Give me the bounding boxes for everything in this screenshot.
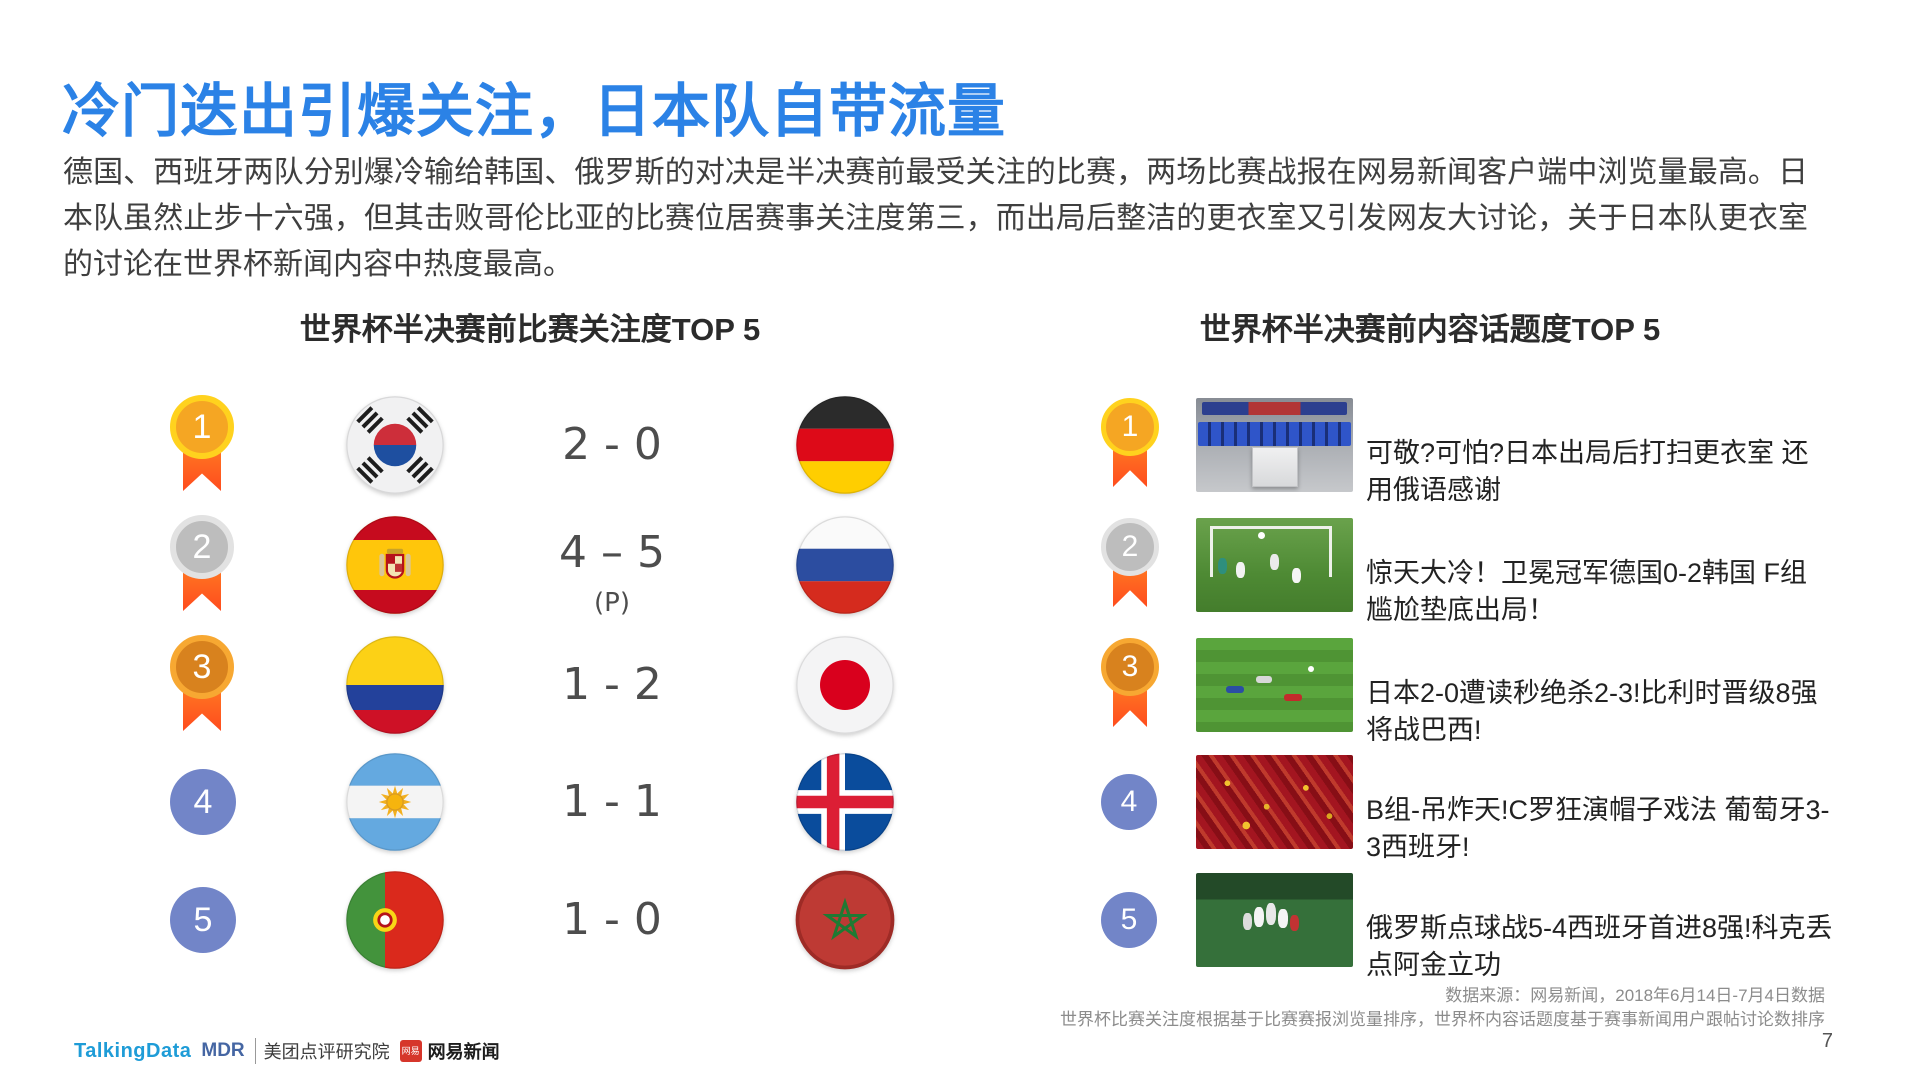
netease-news-logo: 网易新闻: [427, 1042, 500, 1062]
rank-number: 2: [1101, 518, 1159, 576]
netease-badge-icon: 网易: [399, 1040, 422, 1062]
rank-3-medal-icon: 3: [170, 635, 234, 731]
news-thumbnail-locker-room: [1196, 398, 1353, 492]
page-title: 冷门迭出引爆关注，日本队自带流量: [62, 79, 1007, 144]
news-headline: B组-吊炸天!C罗狂演帽子戏法 葡萄牙3-3西班牙!: [1366, 795, 1830, 862]
news-row-5: 5 俄罗斯点球战5-4西班牙首进8强!科克丢点阿金立功: [0, 860, 1921, 980]
news-thumbnail-fans-crowd: [1196, 755, 1353, 849]
match-score: 2 - 0: [562, 419, 662, 470]
rank-1-medal-icon: 1: [1101, 398, 1159, 487]
match-score: 1 - 0: [562, 894, 662, 945]
page-number: 7: [1821, 1030, 1833, 1052]
flag-iceland-icon: [795, 752, 895, 852]
match-row-5: 5 1 - 0: [0, 860, 1921, 980]
rank-number: 1: [1101, 398, 1159, 456]
data-source-line-1: 数据来源：网易新闻，2018年6月14日-7月4日数据: [1445, 986, 1825, 1005]
news-headline: 可敬?可怕?日本出局后打扫更衣室 还用俄语感谢: [1366, 438, 1809, 505]
match-score: 1 - 1: [562, 776, 662, 827]
rank-number: 5: [170, 887, 236, 953]
rank-number: 4: [170, 769, 236, 835]
flag-spain-icon: [345, 515, 445, 615]
flag-colombia-icon: [345, 635, 445, 735]
news-headline: 日本2-0遭读秒绝杀2-3!比利时晋级8强将战巴西!: [1366, 678, 1818, 745]
left-panel-title: 世界杯半决赛前比赛关注度TOP 5: [299, 312, 761, 347]
news-thumbnail-goal-scene: [1196, 518, 1353, 612]
flag-russia-icon: [795, 515, 895, 615]
rank-number: 5: [1101, 892, 1157, 948]
rank-4-badge: 4: [1101, 774, 1159, 830]
data-source-note: 数据来源：网易新闻，2018年6月14日-7月4日数据 世界杯比赛关注度根据基于…: [1060, 984, 1825, 1032]
flag-portugal-icon: [345, 870, 445, 970]
news-headline: 惊天大冷！卫冕冠军德国0-2韩国 F组尴尬垫底出局！: [1366, 558, 1808, 625]
match-row-4: 4 1 - 1: [0, 742, 1921, 862]
match-score: 1 - 2: [562, 659, 662, 710]
rank-number: 2: [170, 515, 234, 579]
rank-5-badge: 5: [170, 887, 236, 953]
penalty-note: (P): [594, 588, 630, 618]
match-row-3: 3 1 - 2: [0, 625, 1921, 745]
news-row-2: 2 惊天大冷！卫冕冠军德国0-2韩国 F组尴尬垫底出局！: [0, 505, 1921, 625]
news-thumbnail-players-on-pitch: [1196, 638, 1353, 732]
flag-japan-icon: [795, 635, 895, 735]
data-source-line-2: 世界杯比赛关注度根据基于比赛赛报浏览量排序，世界杯内容话题度基于赛事新闻用户跟帖…: [1060, 1010, 1825, 1029]
match-row-2: 2 4 – 5 (P): [0, 505, 1921, 625]
flag-morocco-icon: [795, 870, 895, 970]
news-headline: 俄罗斯点球战5-4西班牙首进8强!科克丢点阿金立功: [1366, 913, 1833, 980]
meituan-dianping-institute-logo: 美团点评研究院: [254, 1038, 390, 1064]
news-row-3: 3 日本2-0遭读秒绝杀2-3!比利时晋级8强将战巴西!: [0, 625, 1921, 745]
news-row-4: 4 B组-吊炸天!C罗狂演帽子戏法 葡萄牙3-3西班牙!: [0, 742, 1921, 862]
match-score: 4 – 5 (P): [492, 527, 732, 618]
rank-number: 3: [1101, 638, 1159, 696]
right-panel-title: 世界杯半决赛前内容话题度TOP 5: [1199, 312, 1661, 347]
rank-number: 3: [170, 635, 234, 699]
rank-4-badge: 4: [170, 769, 236, 835]
news-row-1: 1 可敬?可怕?日本出局后打扫更衣室 还用俄语感谢: [0, 385, 1921, 505]
match-row-1: 1 2 - 0: [0, 385, 1921, 505]
rank-number: 1: [170, 395, 234, 459]
rank-number: 4: [1101, 774, 1157, 830]
rank-1-medal-icon: 1: [170, 395, 234, 491]
rank-5-badge: 5: [1101, 892, 1159, 948]
flag-south-korea-icon: [345, 395, 445, 495]
flag-argentina-icon: [345, 752, 445, 852]
flag-germany-icon: [795, 395, 895, 495]
rank-3-medal-icon: 3: [1101, 638, 1159, 727]
intro-paragraph: 德国、西班牙两队分别爆冷输给韩国、俄罗斯的对决是半决赛前最受关注的比赛，两场比赛…: [63, 156, 1808, 281]
mdr-logo: MDR: [201, 1040, 245, 1061]
rank-2-medal-icon: 2: [1101, 518, 1159, 607]
talkingdata-logo: TalkingData: [74, 1039, 192, 1062]
footer-logos: TalkingData MDR 美团点评研究院 网易 网易新闻: [74, 1038, 500, 1064]
news-thumbnail-team-celebration: [1196, 873, 1353, 967]
rank-2-medal-icon: 2: [170, 515, 234, 611]
